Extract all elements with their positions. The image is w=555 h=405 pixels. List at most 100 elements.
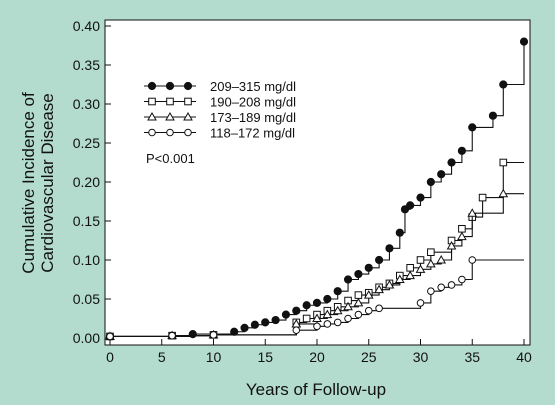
- x-tick-label: 30: [413, 349, 429, 365]
- data-point: [354, 291, 363, 299]
- data-point: [384, 279, 395, 289]
- legend-marker: [147, 111, 157, 121]
- y-tick-label: 0.30: [73, 96, 100, 112]
- legend-marker: [165, 111, 175, 121]
- data-point: [427, 287, 435, 296]
- data-point: [271, 315, 280, 325]
- x-tick-label: 35: [464, 349, 480, 365]
- y-tick-label: 0.15: [73, 213, 100, 229]
- legend-marker: [148, 97, 156, 106]
- data-point: [416, 256, 425, 264]
- data-point: [375, 255, 384, 265]
- data-point: [519, 37, 529, 46]
- data-point: [188, 330, 197, 339]
- legend-marker: [166, 128, 174, 137]
- data-point: [292, 306, 301, 315]
- data-point: [437, 170, 446, 179]
- y-tick-label: 0.20: [73, 174, 100, 190]
- legend-label: 118–172 mg/dl: [210, 126, 295, 141]
- data-point: [416, 299, 425, 307]
- data-point: [323, 320, 332, 328]
- data-point: [292, 326, 301, 335]
- x-tick-label: 5: [158, 349, 166, 365]
- p-value-annotation: P<0.001: [146, 151, 195, 166]
- x-tick-label: 40: [516, 349, 532, 365]
- data-point: [230, 327, 239, 336]
- data-point: [458, 275, 466, 284]
- x-tick-label: 0: [106, 349, 114, 365]
- data-point: [332, 305, 343, 315]
- data-point: [468, 123, 477, 132]
- legend-marker: [183, 81, 193, 91]
- data-point: [499, 80, 508, 89]
- data-point: [446, 240, 457, 250]
- data-point: [354, 269, 363, 279]
- data-point: [106, 332, 114, 341]
- data-point: [447, 158, 456, 167]
- data-point: [333, 318, 342, 327]
- data-point: [364, 263, 373, 272]
- data-point: [458, 225, 466, 233]
- legend-label: 190–208 mg/dl: [210, 95, 296, 110]
- data-point: [313, 322, 321, 331]
- data-point: [261, 318, 270, 327]
- legend-label: 209–315 mg/dl: [210, 79, 296, 94]
- data-point: [395, 228, 404, 237]
- series-0: [105, 37, 529, 341]
- y-tick-label: 0.10: [73, 252, 100, 268]
- data-point: [405, 270, 416, 280]
- data-point: [437, 283, 446, 292]
- x-axis-label: Years of Follow-up: [246, 380, 386, 399]
- x-tick-label: 20: [309, 349, 325, 365]
- data-point: [436, 254, 447, 264]
- data-point: [363, 290, 374, 299]
- x-tick-label: 10: [206, 349, 222, 365]
- data-point: [426, 177, 435, 187]
- y-tick-label: 0.40: [73, 18, 100, 34]
- data-point: [302, 314, 311, 323]
- data-point: [240, 323, 249, 332]
- data-point: [250, 320, 259, 329]
- legend-marker: [148, 128, 156, 137]
- legend-marker: [184, 97, 192, 106]
- data-point: [343, 275, 353, 284]
- data-point: [344, 314, 352, 323]
- data-point: [406, 201, 415, 210]
- data-point: [468, 256, 477, 264]
- data-point: [427, 248, 435, 256]
- data-point: [467, 208, 478, 217]
- data-point: [322, 309, 333, 319]
- data-point: [353, 297, 364, 307]
- data-point: [406, 264, 414, 272]
- x-tick-label: 15: [257, 349, 273, 365]
- data-point: [416, 193, 425, 202]
- data-point: [478, 193, 487, 202]
- data-point: [457, 146, 466, 155]
- data-point: [385, 244, 394, 253]
- data-point: [312, 313, 322, 322]
- data-point: [457, 231, 467, 241]
- data-point: [333, 287, 342, 296]
- data-point: [323, 294, 332, 304]
- data-point: [209, 331, 218, 339]
- data-point: [375, 304, 383, 313]
- plot-area: [104, 19, 531, 346]
- data-point: [302, 301, 311, 310]
- y-axis-label-line1: Cumulative Incidence of: [19, 92, 38, 274]
- legend-marker: [147, 81, 157, 91]
- y-tick-label: 0.25: [73, 135, 100, 151]
- data-point: [312, 298, 322, 307]
- data-point: [281, 310, 291, 319]
- series-3: [106, 256, 524, 341]
- data-point: [498, 188, 509, 198]
- data-point: [364, 306, 373, 315]
- legend-label: 173–189 mg/dl: [210, 110, 296, 125]
- legend-marker: [165, 81, 175, 91]
- y-tick-label: 0.05: [73, 291, 100, 307]
- data-point: [354, 310, 363, 319]
- legend-marker: [166, 97, 174, 106]
- data-point: [168, 331, 176, 340]
- data-point: [415, 264, 426, 273]
